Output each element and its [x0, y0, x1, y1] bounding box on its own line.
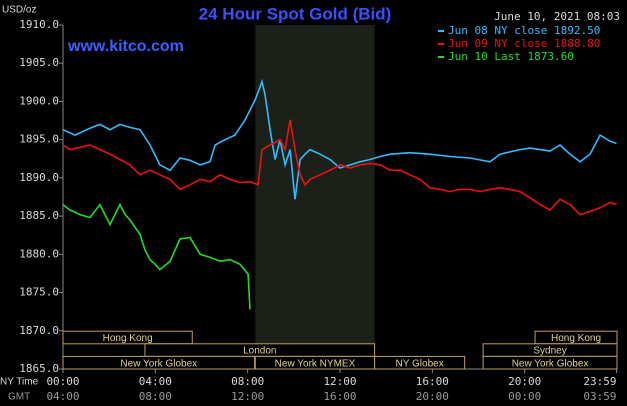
y-tick-label: 1875.0 — [19, 286, 59, 299]
session-label: New York Globex — [512, 358, 589, 369]
session-box — [482, 355, 618, 370]
series-line — [62, 78, 617, 200]
x2-tick-label: 00:00 — [508, 390, 541, 403]
x-tick-label: 23:59 — [583, 375, 616, 388]
y-tick-label: 1865.0 — [19, 362, 59, 375]
legend-label: Jun 08 NY close 1892.50 — [448, 24, 600, 37]
y-tick-label: 1895.0 — [19, 133, 59, 146]
y-axis-label: USD/oz — [2, 5, 36, 16]
x-tick-label: 04:00 — [139, 375, 172, 388]
session-box — [62, 355, 256, 370]
x2-tick-label: 03:59 — [583, 390, 616, 403]
session-label: New York Globex — [120, 358, 197, 369]
session-label: Hong Kong — [551, 333, 601, 344]
chart-title: 24 Hour Spot Gold (Bid) — [199, 4, 392, 23]
session-box — [374, 355, 466, 370]
x-tick-label: 20:00 — [508, 375, 541, 388]
x-tick-label: 08:00 — [231, 375, 264, 388]
session-label: Sydney — [533, 346, 566, 357]
y-tick-label: 1870.0 — [19, 324, 59, 337]
session-label: Hong Kong — [103, 333, 153, 344]
session-label: New York NYMEX — [275, 358, 356, 369]
legend-label: Jun 10 Last 1873.60 — [448, 50, 574, 63]
x2-tick-label: 16:00 — [323, 390, 356, 403]
timestamp: June 10, 2021 08:03 — [494, 10, 620, 23]
session-label: London — [243, 346, 276, 357]
y-tick-label: 1905.0 — [19, 56, 59, 69]
x-axis-label: NY Time — [0, 377, 39, 388]
x-tick-label: 00:00 — [46, 375, 79, 388]
shaded-band — [255, 25, 375, 369]
legend-label: Jun 09 NY close 1888.80 — [448, 37, 600, 50]
y-tick-label: 1910.0 — [19, 18, 59, 31]
session-box — [62, 330, 193, 345]
x2-axis-label: GMT — [8, 392, 30, 403]
source: www.kitco.com — [67, 38, 184, 55]
x2-tick-label: 12:00 — [231, 390, 264, 403]
x-tick-label: 16:00 — [416, 375, 449, 388]
series-line — [62, 202, 251, 310]
y-tick-label: 1885.0 — [19, 209, 59, 222]
x2-tick-label: 08:00 — [139, 390, 172, 403]
y-tick-label: 1890.0 — [19, 171, 59, 184]
x-tick-label: 12:00 — [323, 375, 356, 388]
y-tick-label: 1880.0 — [19, 247, 59, 260]
x2-tick-label: 20:00 — [416, 390, 449, 403]
y-tick-label: 1900.0 — [19, 94, 59, 107]
x2-tick-label: 04:00 — [46, 390, 79, 403]
series-line — [62, 119, 617, 216]
session-label: NY Globex — [396, 358, 444, 369]
